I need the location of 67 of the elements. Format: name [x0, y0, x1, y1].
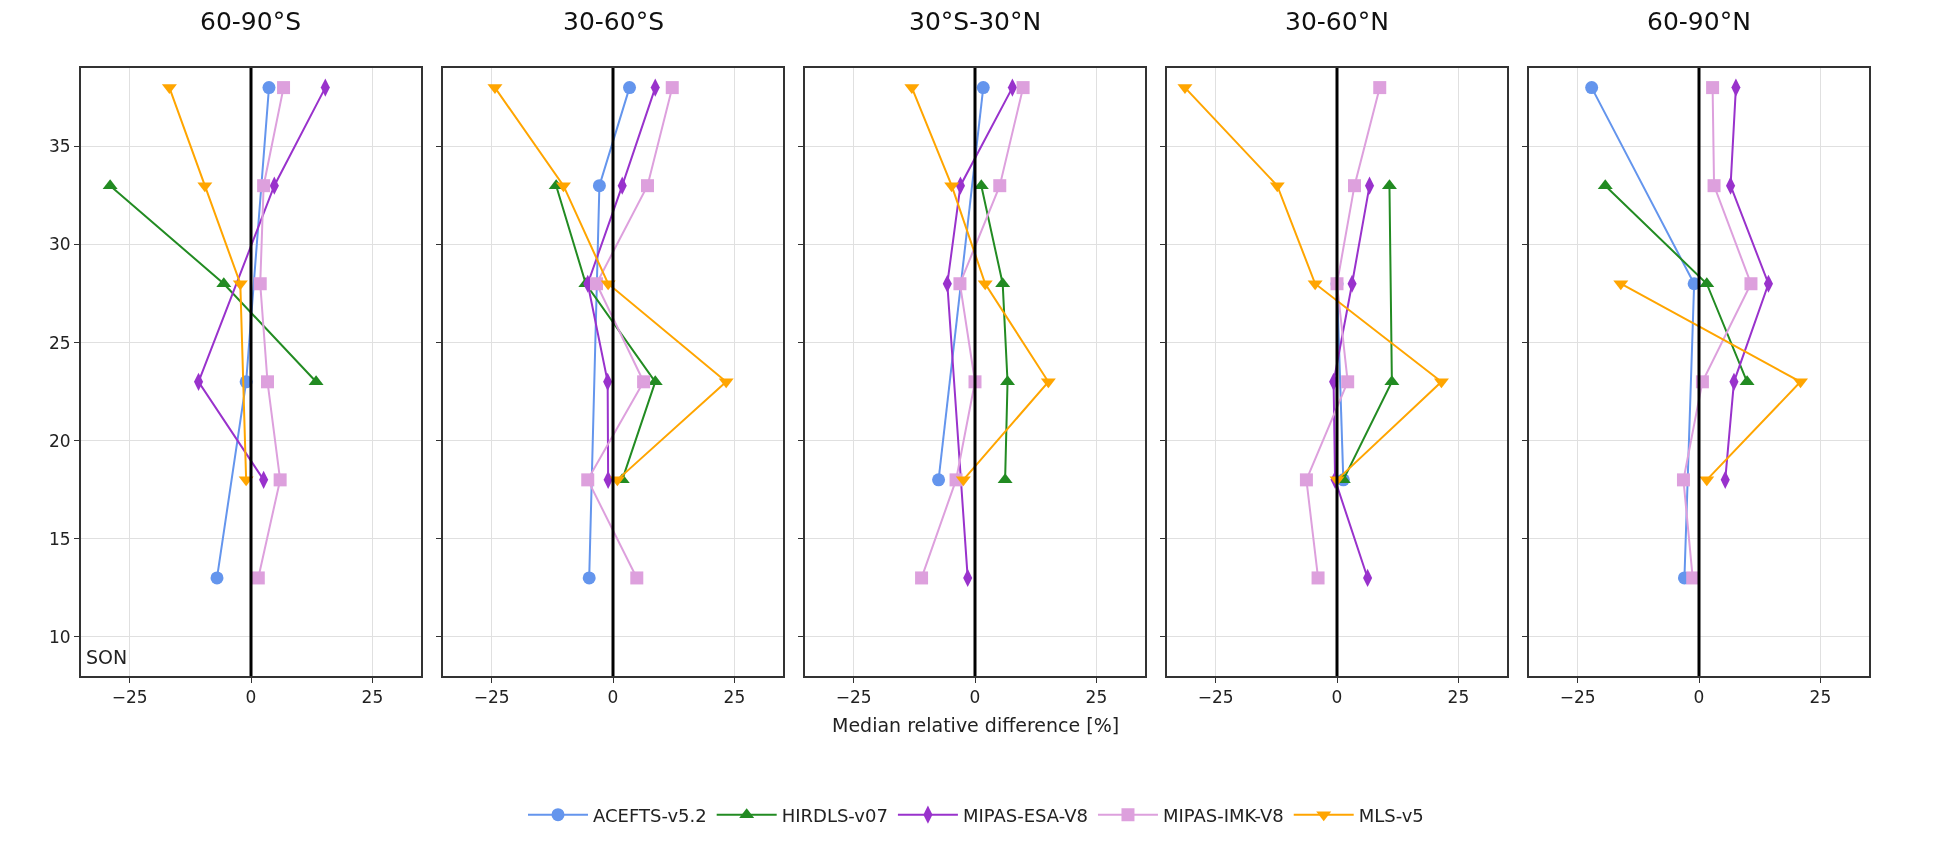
annotation: SON — [86, 646, 128, 668]
legend-label: MIPAS-IMK-V8 — [1162, 804, 1284, 826]
point — [592, 179, 606, 193]
point — [915, 571, 929, 585]
point — [1706, 81, 1720, 95]
point — [1744, 277, 1758, 291]
point — [1707, 179, 1721, 193]
chart-title: 30-60°N — [1285, 7, 1389, 36]
x-tick-label: 25 — [361, 687, 384, 708]
x-tick-label: 0 — [1693, 687, 1705, 708]
x-tick-label: 0 — [245, 687, 257, 708]
point — [253, 277, 267, 291]
y-tick-label: 25 — [48, 332, 71, 353]
x-tick-label: −25 — [473, 687, 510, 708]
point — [1016, 81, 1030, 95]
y-tick-label: 20 — [48, 430, 71, 451]
point — [640, 179, 654, 193]
x-tick-label: 25 — [723, 687, 746, 708]
chart-title: 60-90°N — [1647, 7, 1751, 36]
x-tick-label: 0 — [607, 687, 619, 708]
point — [589, 277, 603, 291]
chart-title: 30°S-30°N — [909, 7, 1042, 36]
point — [261, 375, 275, 389]
point — [976, 81, 990, 95]
point — [262, 81, 276, 95]
point — [251, 571, 265, 585]
x-tick-label: 25 — [1809, 687, 1832, 708]
legend-label: HIRDLS-v07 — [781, 804, 888, 826]
y-tick-label: 10 — [48, 626, 71, 647]
point — [1311, 571, 1325, 585]
x-tick-label: 0 — [1331, 687, 1343, 708]
y-tick-label: 30 — [48, 234, 71, 255]
point — [1299, 473, 1313, 487]
point — [665, 81, 679, 95]
x-tick-label: −25 — [111, 687, 148, 708]
x-axis-title: Median relative difference [%] — [832, 714, 1120, 736]
x-tick-label: −25 — [1559, 687, 1596, 708]
y-tick-label: 35 — [48, 136, 71, 157]
point — [637, 375, 651, 389]
point — [582, 571, 596, 585]
point — [1341, 375, 1355, 389]
chart-title: 30-60°S — [563, 7, 665, 36]
x-tick-label: −25 — [835, 687, 872, 708]
point — [581, 473, 595, 487]
chart-title: 60-90°S — [200, 7, 302, 36]
x-tick-label: 25 — [1447, 687, 1470, 708]
point — [1347, 179, 1361, 193]
x-tick-label: −25 — [1197, 687, 1234, 708]
legend-label: ACEFTS-v5.2 — [593, 804, 707, 826]
x-tick-label: 25 — [1085, 687, 1108, 708]
legend-label: MLS-v5 — [1358, 804, 1424, 826]
point — [1373, 81, 1387, 95]
y-tick-label: 15 — [48, 528, 71, 549]
point — [623, 81, 637, 95]
point — [1585, 81, 1599, 95]
point — [1676, 473, 1690, 487]
point — [277, 81, 291, 95]
legend-label: MIPAS-ESA-V8 — [962, 804, 1088, 826]
point — [257, 179, 271, 193]
point — [993, 179, 1007, 193]
point — [1686, 571, 1700, 585]
point — [953, 277, 967, 291]
point — [630, 571, 644, 585]
point — [932, 473, 946, 487]
point — [210, 571, 224, 585]
x-tick-label: 0 — [969, 687, 981, 708]
point — [273, 473, 287, 487]
